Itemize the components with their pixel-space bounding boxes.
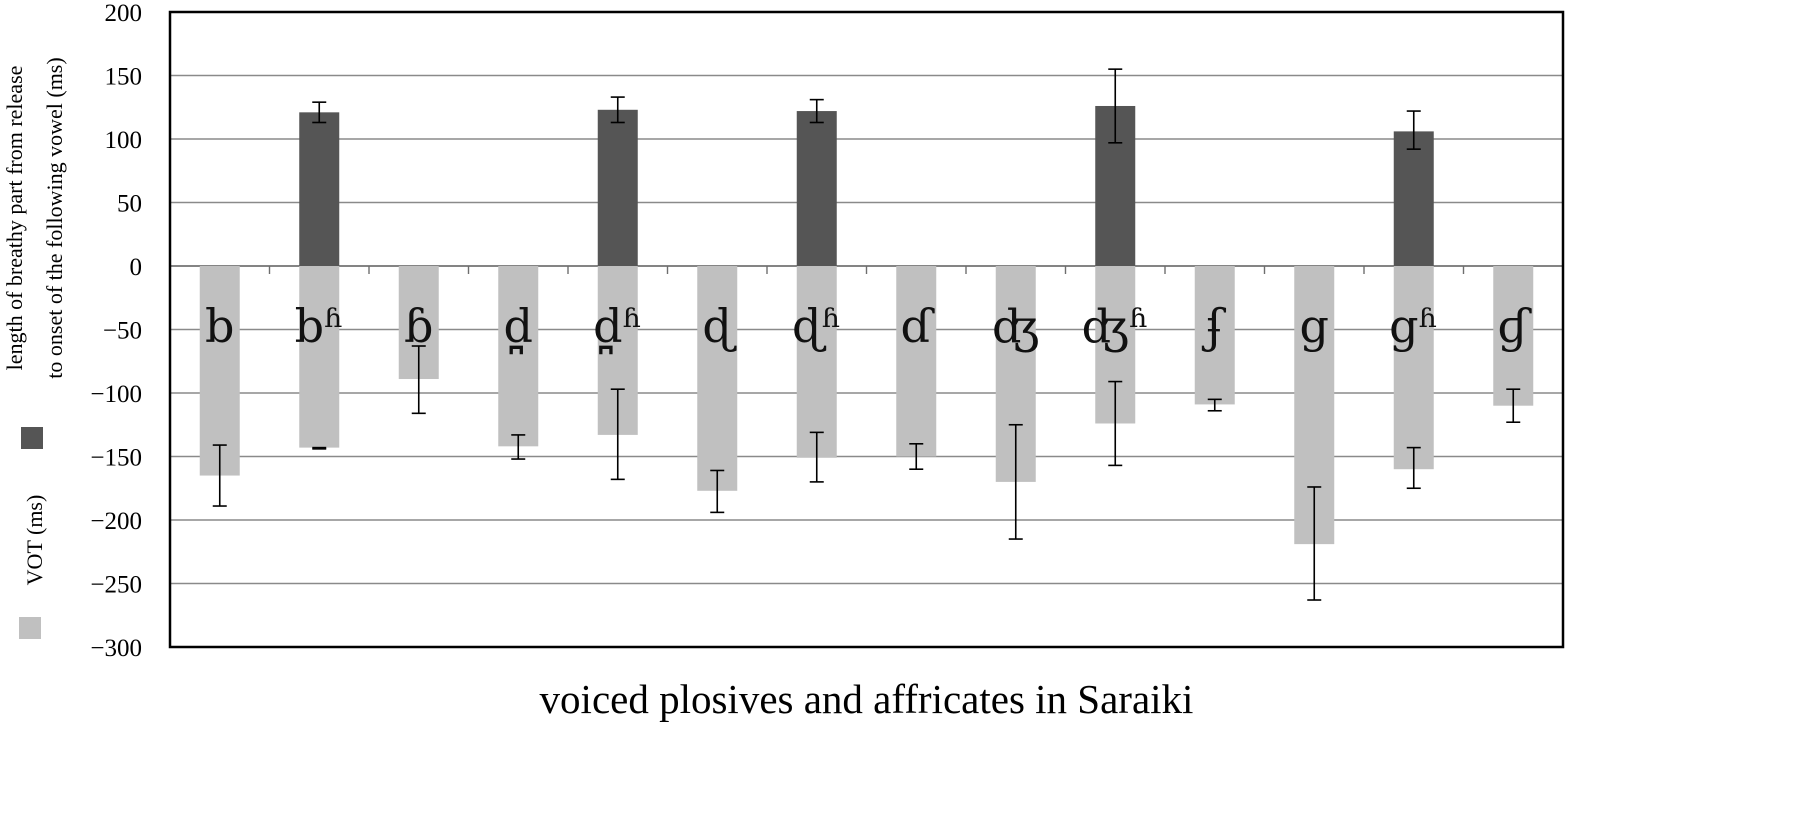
y-tick-label: −100 [90,381,142,408]
bar-breathy [796,111,837,266]
bar-vot [896,266,937,457]
y-axis-title-line-1: length of breathy part from release [2,66,27,371]
category-label: d̪ [504,299,533,354]
bar-vot [1493,266,1534,406]
category-label: ɗ [901,299,936,353]
bar-vot [1393,266,1434,470]
y-axis-title-line-2: to onset of the following vowel (ms) [42,57,67,378]
y-tick-label: 150 [105,64,143,91]
y-tick-label: −150 [90,445,142,472]
category-label: b [205,299,234,353]
bar-vot [498,266,539,447]
legend-swatch-vot [19,617,41,639]
y-tick-label: 100 [105,127,143,154]
plot-frame [168,10,1565,649]
category-label: ʄ [1201,299,1226,353]
category-labels: b bʱ ɓ d̪ d̪ʱ ɖ ɖʱ ɗ ʤ ʤʱ ʄ g gʱ ɠ [205,299,1533,354]
gridlines [169,11,1564,648]
category-label: ɖʱ [792,299,842,353]
y-tick-label: 50 [117,191,142,218]
bars [199,105,1534,545]
y-axis-title-vot: VOT (ms) [22,495,47,586]
category-label: g [1300,299,1329,353]
bar-vot [796,266,837,458]
y-tick-label: −300 [90,635,142,662]
bar-vot [199,266,240,476]
bar-breathy [1393,131,1434,266]
bar-vot [299,266,340,448]
y-tick-labels: 200 150 100 50 0 −50 −100 −150 −200 −250 −300 [90,0,142,662]
y-axis-title: length of breathy part from release to o… [2,57,67,585]
category-label: d̪ʱ [593,299,642,354]
category-label: ɓ [404,299,433,353]
category-label: ʤʱ [1082,299,1149,353]
legend-swatch-breathy [21,427,43,449]
category-label: ɖ [702,299,737,353]
category-label: ʤ [992,299,1040,353]
y-tick-label: −50 [103,318,142,345]
bar-vot [697,266,738,491]
bar-vot [1194,266,1235,405]
category-label: bʱ [295,299,344,353]
y-tick-label: −250 [90,572,142,599]
bar-breathy [299,112,340,266]
y-tick-label: 200 [105,0,143,27]
error-bars [212,68,1521,601]
bar-breathy [597,109,638,266]
y-tick-label: −200 [90,508,142,535]
category-label: gʱ [1389,299,1438,353]
category-label: ɠ [1498,299,1533,353]
y-tick-label: 0 [130,254,143,281]
x-axis-title: voiced plosives and affricates in Saraik… [540,676,1194,722]
